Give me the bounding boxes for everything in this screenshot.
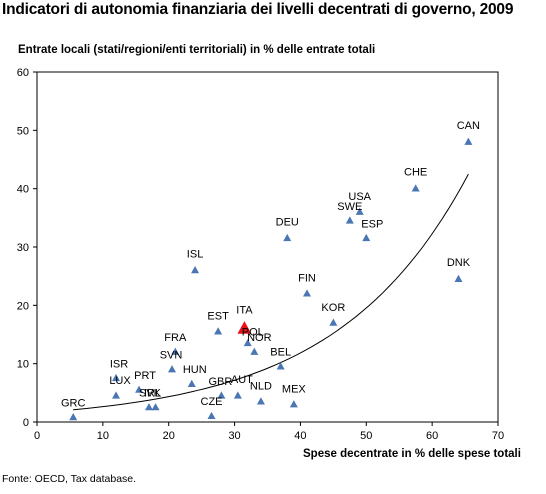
data-point	[214, 327, 223, 335]
point-label: IRL	[144, 387, 161, 399]
x-tick-label: 70	[492, 430, 504, 442]
point-label: MEX	[282, 384, 307, 396]
point-label: USA	[348, 191, 371, 203]
point-label: ISL	[187, 248, 204, 260]
chart-axes: 0 10 20 30 40 50 60 0 10 20 30 40 50 60 70	[17, 67, 504, 442]
data-point-highlight	[237, 321, 252, 334]
data-point	[250, 347, 259, 355]
y-tick-label: 30	[17, 242, 29, 254]
point-label-highlight: ITA	[236, 305, 253, 317]
chart-title: Indicatori di autonomia finanziaria dei …	[2, 1, 514, 18]
plot-frame	[36, 71, 499, 423]
x-tick-label: 50	[360, 430, 372, 442]
point-label: AUT	[231, 374, 253, 386]
data-point	[171, 347, 180, 355]
data-point	[464, 137, 473, 145]
point-label: GRC	[61, 397, 86, 409]
y-tick-label: 50	[17, 125, 29, 137]
y-tick-label: 40	[17, 184, 29, 196]
data-point	[276, 362, 285, 370]
x-axis-label: Spese decentrate in % delle spese totali	[303, 448, 521, 460]
data-point	[217, 391, 226, 399]
data-point	[454, 274, 463, 282]
data-point	[345, 216, 354, 224]
data-point	[362, 233, 371, 242]
data-point	[243, 338, 252, 347]
x-tick-label: 40	[294, 430, 306, 442]
point-label: CHE	[404, 167, 427, 179]
point-label: HUN	[183, 364, 207, 376]
data-point	[411, 184, 420, 192]
point-label: CZE	[201, 396, 223, 408]
point-label: DNK	[447, 257, 471, 269]
data-point	[112, 373, 121, 382]
point-label: POL	[242, 326, 264, 338]
data-point	[256, 397, 265, 405]
x-tick-label: 10	[97, 430, 109, 442]
data-point	[135, 385, 144, 393]
data-point	[289, 400, 298, 408]
data-point	[144, 403, 153, 411]
point-label: PRT	[134, 370, 156, 382]
y-tick-label: 10	[17, 359, 29, 371]
point-label: GBR	[208, 376, 232, 388]
data-point	[187, 379, 196, 387]
point-label: KOR	[321, 302, 345, 314]
x-tick-label: 20	[163, 430, 175, 442]
trend-line	[73, 173, 469, 411]
point-label: NLD	[250, 381, 272, 393]
point-label: FIN	[298, 273, 316, 285]
point-label: SVN	[160, 350, 183, 362]
trend-line-group	[73, 173, 469, 411]
y-axis-label: Entrate locali (stati/regioni/enti terri…	[18, 44, 376, 56]
data-point	[303, 289, 312, 297]
point-label: DEU	[276, 216, 299, 228]
data-point	[69, 413, 78, 421]
point-label: ISR	[110, 358, 128, 370]
data-point	[329, 318, 338, 326]
data-point	[151, 403, 160, 411]
point-label: LUX	[109, 375, 131, 387]
data-point	[191, 266, 200, 274]
data-point	[168, 365, 177, 373]
point-label: FRA	[164, 332, 187, 344]
data-point	[355, 207, 364, 215]
data-point	[233, 391, 242, 399]
point-label: EST	[207, 311, 229, 323]
data-point	[207, 411, 216, 420]
point-label: ESP	[361, 218, 383, 230]
y-tick-label: 0	[23, 417, 29, 429]
x-tick-label: 0	[34, 430, 40, 442]
data-point	[283, 233, 292, 242]
point-label: SVK	[139, 387, 162, 399]
data-point	[112, 391, 121, 399]
point-label: CAN	[457, 120, 480, 132]
point-label: SWE	[337, 201, 362, 213]
source-note: Fonte: OECD, Tax database.	[2, 473, 137, 485]
y-tick-label: 60	[17, 67, 29, 79]
x-tick-label: 60	[426, 430, 438, 442]
point-label: BEL	[270, 347, 291, 359]
point-label: NOR	[247, 332, 272, 344]
data-points-group	[69, 137, 473, 421]
y-tick-label: 20	[17, 300, 29, 312]
x-tick-label: 30	[228, 430, 240, 442]
